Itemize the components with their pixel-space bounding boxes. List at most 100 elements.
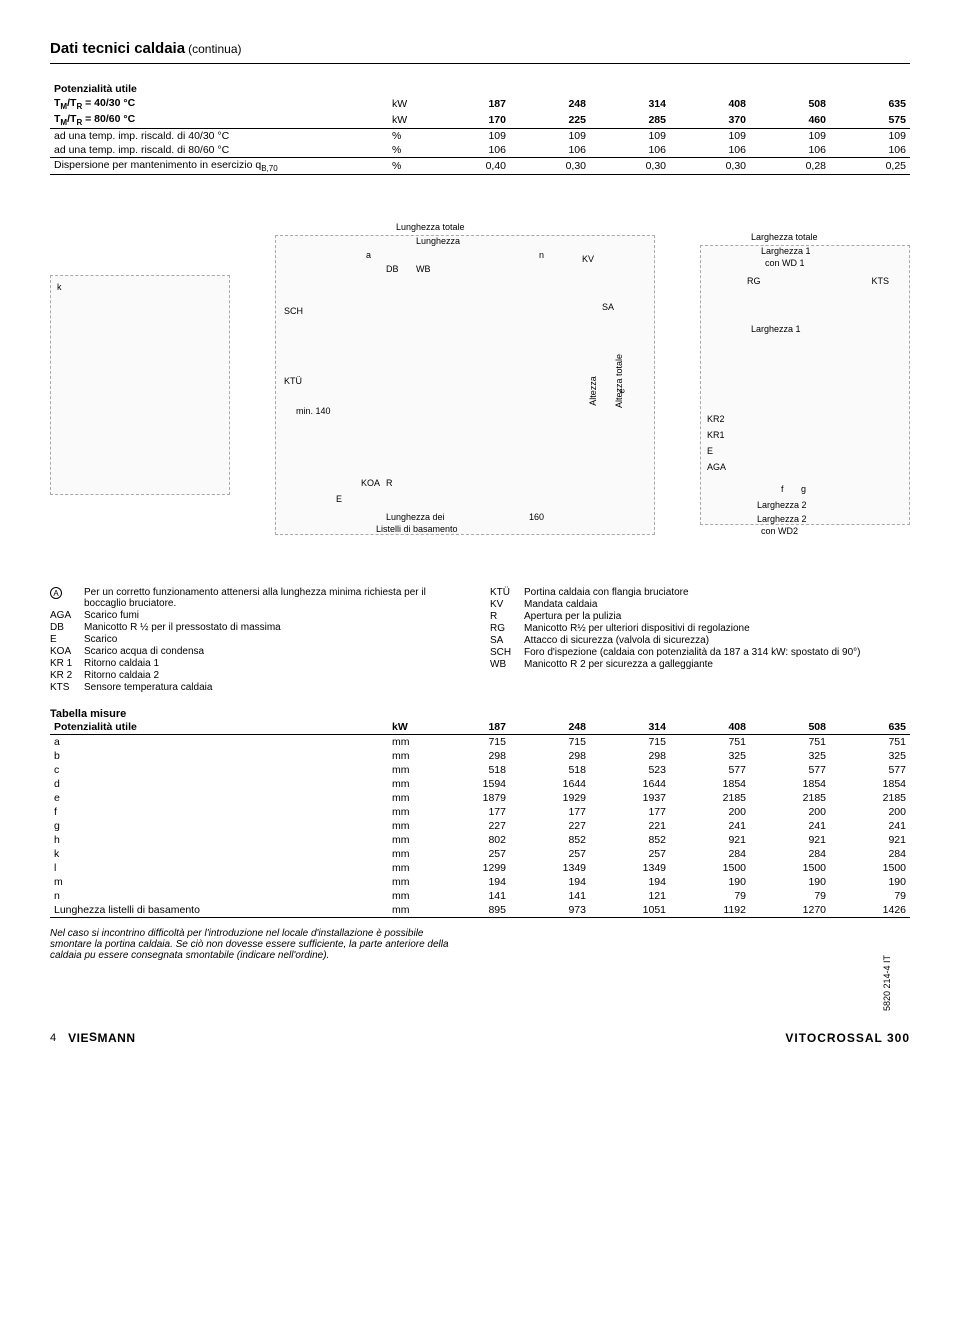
dim-value: 79 xyxy=(750,889,830,903)
dim-value: 1879 xyxy=(430,791,510,805)
spec-unit: % xyxy=(388,158,430,175)
dim-label: k xyxy=(50,847,388,861)
dim-head-val: 314 xyxy=(590,720,670,735)
dim-unit: mm xyxy=(388,819,430,833)
legend-key: AGA xyxy=(50,610,84,621)
diagram-side-view: Lunghezza totale Lunghezza a n DB WB SCH… xyxy=(275,235,655,535)
dim-unit: mm xyxy=(388,735,430,750)
dim-value: 200 xyxy=(750,805,830,819)
dim-value: 177 xyxy=(590,805,670,819)
dim-value: 141 xyxy=(510,889,590,903)
dim-value: 577 xyxy=(750,763,830,777)
legend-text: Scarico fumi xyxy=(84,610,139,621)
legend-row: SAAttacco di sicurezza (valvola di sicur… xyxy=(490,635,910,646)
dim-value: 190 xyxy=(750,875,830,889)
dim-value: 194 xyxy=(590,875,670,889)
dim-value: 518 xyxy=(430,763,510,777)
legend-text: Ritorno caldaia 1 xyxy=(84,658,159,669)
spec-value xyxy=(830,82,910,96)
dim-value: 257 xyxy=(430,847,510,861)
dim-unit: mm xyxy=(388,749,430,763)
spec-value: 0,30 xyxy=(590,158,670,175)
dim-value: 577 xyxy=(670,763,750,777)
table2-title: Tabella misure xyxy=(50,708,910,720)
dim-value: 79 xyxy=(670,889,750,903)
dim-unit: mm xyxy=(388,889,430,903)
spec-unit: % xyxy=(388,129,430,144)
dim-head-label: Potenzialità utile xyxy=(50,720,388,735)
dim-value: 1594 xyxy=(430,777,510,791)
spec-label: ad una temp. imp. riscald. di 80/60 °C xyxy=(50,143,388,158)
legend-text: Apertura per la pulizia xyxy=(524,611,621,622)
spec-value: 106 xyxy=(830,143,910,158)
dim-value: 241 xyxy=(830,819,910,833)
legend-key: KR 2 xyxy=(50,670,84,681)
dim-unit: mm xyxy=(388,791,430,805)
legend-key: KTS xyxy=(50,682,84,693)
dim-label: l xyxy=(50,861,388,875)
legend-key: KR 1 xyxy=(50,658,84,669)
dim-unit: mm xyxy=(388,847,430,861)
legend-key: KV xyxy=(490,599,524,610)
spec-value: 248 xyxy=(510,96,590,112)
dim-value: 325 xyxy=(750,749,830,763)
spec-value: 0,30 xyxy=(510,158,590,175)
dim-value: 921 xyxy=(670,833,750,847)
spec-value: 170 xyxy=(430,112,510,129)
dim-unit: mm xyxy=(388,833,430,847)
page-number: 4 xyxy=(50,1032,56,1044)
dim-value: 227 xyxy=(510,819,590,833)
dim-value: 1937 xyxy=(590,791,670,805)
dim-value: 1426 xyxy=(830,903,910,918)
spec-value xyxy=(590,82,670,96)
dim-value: 298 xyxy=(430,749,510,763)
spec-value: 370 xyxy=(670,112,750,129)
legend-text: Ritorno caldaia 2 xyxy=(84,670,159,681)
dim-value: 1500 xyxy=(670,861,750,875)
spec-value: 408 xyxy=(670,96,750,112)
spec-value xyxy=(670,82,750,96)
dim-head-val: 635 xyxy=(830,720,910,735)
dim-value: 852 xyxy=(590,833,670,847)
spec-label: TM/TR = 40/30 °C xyxy=(50,96,388,112)
legend-row: RGManicotto R½ per ulteriori dispositivi… xyxy=(490,623,910,634)
dim-label: f xyxy=(50,805,388,819)
dim-value: 190 xyxy=(670,875,750,889)
dim-value: 1644 xyxy=(590,777,670,791)
legend-row: KVMandata caldaia xyxy=(490,599,910,610)
dim-value: 241 xyxy=(750,819,830,833)
spec-value: 106 xyxy=(750,143,830,158)
dim-value: 121 xyxy=(590,889,670,903)
dim-head-val: 408 xyxy=(670,720,750,735)
dim-value: 1349 xyxy=(510,861,590,875)
spec-label: Dispersione per mantenimento in esercizi… xyxy=(50,158,388,175)
dim-value: 523 xyxy=(590,763,670,777)
dim-value: 1644 xyxy=(510,777,590,791)
dim-unit: mm xyxy=(388,777,430,791)
legend-text: Sensore temperatura caldaia xyxy=(84,682,212,693)
dim-value: 221 xyxy=(590,819,670,833)
legend-row: KR 1Ritorno caldaia 1 xyxy=(50,658,470,669)
dim-value: 1349 xyxy=(590,861,670,875)
legend: APer un corretto funzionamento attenersi… xyxy=(50,587,910,694)
dim-value: 194 xyxy=(510,875,590,889)
legend-text: Manicotto R 2 per sicurezza a galleggian… xyxy=(524,659,713,670)
legend-key: R xyxy=(490,611,524,622)
spec-label: Potenzialità utile xyxy=(50,82,388,96)
dim-value: 1500 xyxy=(830,861,910,875)
spec-value: 109 xyxy=(590,129,670,144)
dim-unit: mm xyxy=(388,805,430,819)
spec-unit: % xyxy=(388,143,430,158)
brand-logo-text: VIESMANN xyxy=(68,1031,135,1045)
legend-row: AGAScarico fumi xyxy=(50,610,470,621)
dim-label: e xyxy=(50,791,388,805)
dim-value: 141 xyxy=(430,889,510,903)
dim-value: 200 xyxy=(670,805,750,819)
legend-right-col: KTÜPortina caldaia con flangia bruciator… xyxy=(490,587,910,694)
legend-key: SCH xyxy=(490,647,524,658)
diagram-rear-view: Larghezza totale Larghezza 1 con WD 1 RG… xyxy=(700,245,910,525)
dim-value: 715 xyxy=(510,735,590,750)
spec-value: 0,28 xyxy=(750,158,830,175)
dim-head-unit: kW xyxy=(388,720,430,735)
legend-row: RApertura per la pulizia xyxy=(490,611,910,622)
